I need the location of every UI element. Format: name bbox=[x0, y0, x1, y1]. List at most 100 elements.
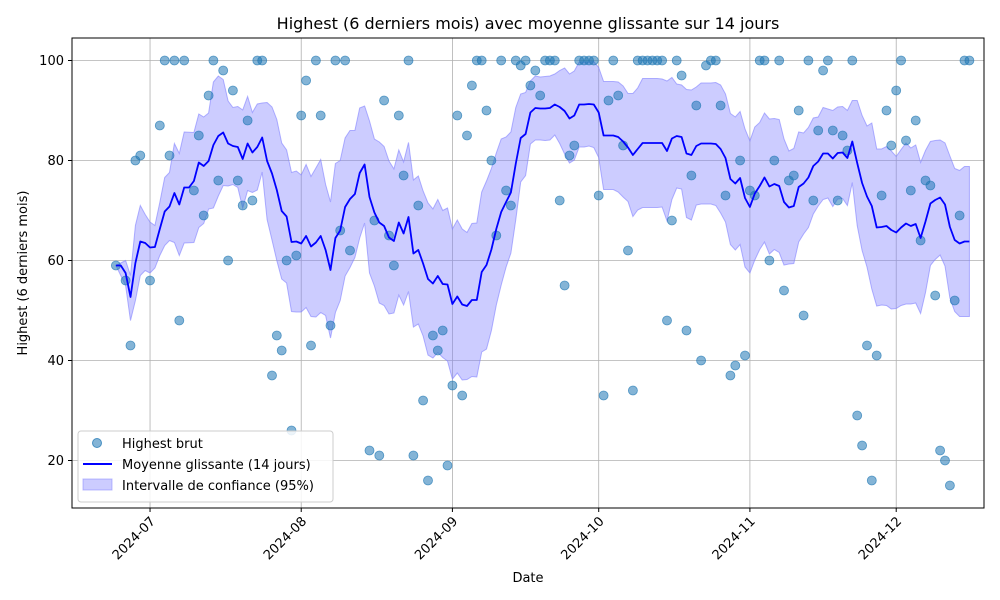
data-point bbox=[135, 150, 146, 161]
legend-label-ci: Intervalle de confiance (95%) bbox=[122, 479, 314, 494]
data-point bbox=[813, 125, 824, 136]
data-point bbox=[447, 380, 458, 391]
data-point bbox=[452, 110, 463, 121]
data-point bbox=[476, 55, 487, 66]
data-point bbox=[340, 55, 351, 66]
data-point bbox=[823, 55, 833, 66]
data-point bbox=[154, 120, 165, 131]
data-point bbox=[901, 135, 911, 146]
data-point bbox=[588, 55, 599, 66]
data-point bbox=[628, 385, 638, 396]
data-point bbox=[296, 110, 307, 121]
data-point bbox=[271, 330, 282, 341]
data-point bbox=[662, 315, 672, 326]
data-point bbox=[827, 125, 838, 136]
data-point bbox=[267, 370, 277, 381]
y-axis-label: Highest (6 derniers mois) bbox=[16, 191, 31, 356]
data-point bbox=[223, 255, 234, 266]
data-point bbox=[505, 200, 516, 211]
data-point bbox=[857, 440, 867, 451]
data-point bbox=[345, 245, 355, 256]
data-point bbox=[808, 195, 819, 206]
data-point bbox=[554, 195, 565, 206]
legend-box bbox=[77, 430, 334, 503]
data-point bbox=[730, 360, 741, 371]
data-point bbox=[418, 395, 429, 406]
data-point bbox=[159, 55, 170, 66]
data-point bbox=[613, 90, 624, 101]
legend-marker-raw bbox=[92, 438, 102, 448]
data-point bbox=[432, 345, 443, 356]
data-point bbox=[564, 150, 575, 161]
data-point bbox=[291, 250, 302, 261]
data-point bbox=[691, 100, 702, 111]
data-point bbox=[427, 330, 438, 341]
data-point bbox=[779, 285, 789, 296]
data-point bbox=[169, 55, 180, 66]
data-point bbox=[871, 350, 882, 361]
data-point bbox=[257, 55, 268, 66]
data-point bbox=[423, 475, 433, 486]
data-point bbox=[413, 200, 424, 211]
data-point bbox=[247, 195, 258, 206]
data-point bbox=[364, 445, 375, 456]
data-point bbox=[276, 345, 287, 356]
data-point bbox=[188, 185, 199, 196]
data-point bbox=[798, 310, 809, 321]
data-point bbox=[847, 55, 858, 66]
data-point bbox=[671, 55, 682, 66]
data-point bbox=[164, 150, 175, 161]
data-point bbox=[227, 85, 238, 96]
data-point bbox=[774, 55, 785, 66]
data-point bbox=[964, 55, 975, 66]
y-axis-ticks: 20 40 60 80 100 bbox=[39, 54, 72, 469]
data-point bbox=[686, 170, 697, 181]
data-point bbox=[330, 55, 341, 66]
data-point bbox=[408, 450, 419, 461]
moving-average-line bbox=[115, 103, 970, 307]
data-point bbox=[793, 105, 804, 116]
data-point bbox=[442, 460, 453, 471]
data-point bbox=[242, 115, 253, 126]
data-point bbox=[954, 210, 965, 221]
data-point bbox=[393, 110, 404, 121]
data-point bbox=[398, 170, 409, 181]
data-point bbox=[945, 480, 955, 491]
data-point bbox=[886, 140, 897, 151]
chart-title: Highest (6 derniers mois) avec moyenne g… bbox=[277, 14, 780, 33]
data-point bbox=[218, 65, 229, 76]
data-point bbox=[710, 55, 721, 66]
data-point bbox=[862, 340, 872, 351]
y-tick-label: 60 bbox=[47, 254, 64, 269]
data-point bbox=[769, 155, 780, 166]
data-point bbox=[681, 325, 692, 336]
moving-average-layer bbox=[115, 103, 970, 307]
data-point bbox=[603, 95, 614, 106]
data-point bbox=[759, 55, 770, 66]
data-point bbox=[720, 190, 731, 201]
data-point bbox=[764, 255, 775, 266]
data-point bbox=[213, 175, 224, 186]
data-point bbox=[403, 55, 414, 66]
data-point bbox=[301, 75, 312, 86]
data-point bbox=[608, 55, 619, 66]
data-point bbox=[598, 390, 609, 401]
data-point bbox=[466, 80, 477, 91]
data-point bbox=[852, 410, 863, 421]
data-point bbox=[530, 65, 541, 76]
data-point bbox=[520, 55, 531, 66]
data-point bbox=[715, 100, 726, 111]
legend-label-mean: Moyenne glissante (14 jours) bbox=[122, 458, 311, 473]
data-point bbox=[315, 110, 326, 121]
x-axis-label: Date bbox=[512, 571, 543, 586]
data-point bbox=[501, 185, 512, 196]
data-point bbox=[306, 340, 316, 351]
data-point bbox=[208, 55, 219, 66]
data-point bbox=[876, 190, 887, 201]
data-point bbox=[593, 190, 604, 201]
data-point bbox=[623, 245, 633, 256]
data-point bbox=[910, 115, 921, 126]
y-tick-label: 20 bbox=[47, 454, 64, 469]
data-point bbox=[905, 185, 916, 196]
data-point bbox=[930, 290, 941, 301]
